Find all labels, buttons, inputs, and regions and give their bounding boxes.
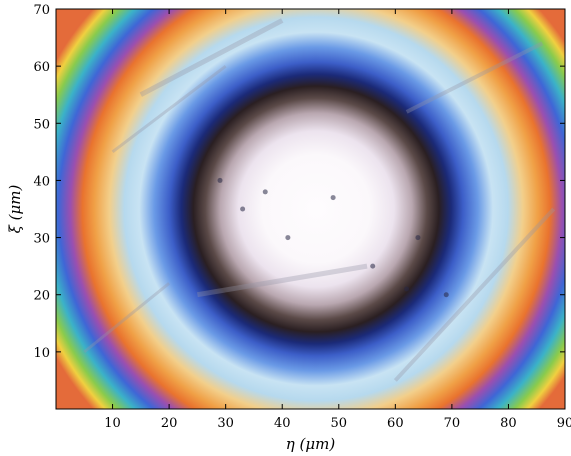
speck [415, 235, 421, 241]
y-axis: 10 20 30 40 50 60 70 [33, 3, 565, 361]
x-tick-label: 50 [331, 416, 348, 431]
x-tick-label: 20 [161, 416, 178, 431]
y-tick-label: 20 [33, 289, 50, 304]
speck [262, 189, 268, 195]
surface-specks [217, 177, 449, 298]
y-tick-label: 50 [33, 117, 50, 132]
x-tick-label: 90 [557, 416, 571, 431]
scratch-streak [139, 18, 284, 97]
x-tick-label: 80 [500, 416, 517, 431]
y-tick-label: 60 [33, 60, 50, 75]
y-tick-label: 40 [33, 174, 50, 189]
y-tick-label: 30 [33, 232, 50, 247]
interference-rings [56, 9, 565, 409]
speck [443, 292, 449, 298]
y-axis-label: ξ (μm) [6, 185, 24, 234]
x-tick-label: 10 [104, 416, 121, 431]
x-tick-label: 60 [387, 416, 404, 431]
speck [217, 177, 223, 183]
speck [285, 235, 291, 241]
plot-frame [55, 8, 566, 410]
x-axis: 10 20 30 40 50 60 70 80 90 [104, 9, 571, 431]
x-tick-label: 70 [444, 416, 461, 431]
y-tick-label: 70 [33, 3, 50, 18]
speck [330, 195, 336, 201]
scratch-streak [393, 207, 556, 382]
scratch-streak [83, 282, 171, 354]
scratch-streak [405, 41, 544, 114]
scratch-streak [196, 263, 368, 298]
speck [370, 263, 376, 269]
x-tick-label: 30 [217, 416, 234, 431]
speck [240, 206, 246, 212]
x-axis-label: η (μm) [286, 435, 336, 453]
y-tick-label: 10 [33, 346, 50, 361]
scratch-streak [111, 64, 227, 154]
speck [404, 286, 410, 292]
x-tick-label: 40 [274, 416, 291, 431]
surface-scratches [83, 18, 556, 382]
micrograph-image [56, 9, 565, 409]
